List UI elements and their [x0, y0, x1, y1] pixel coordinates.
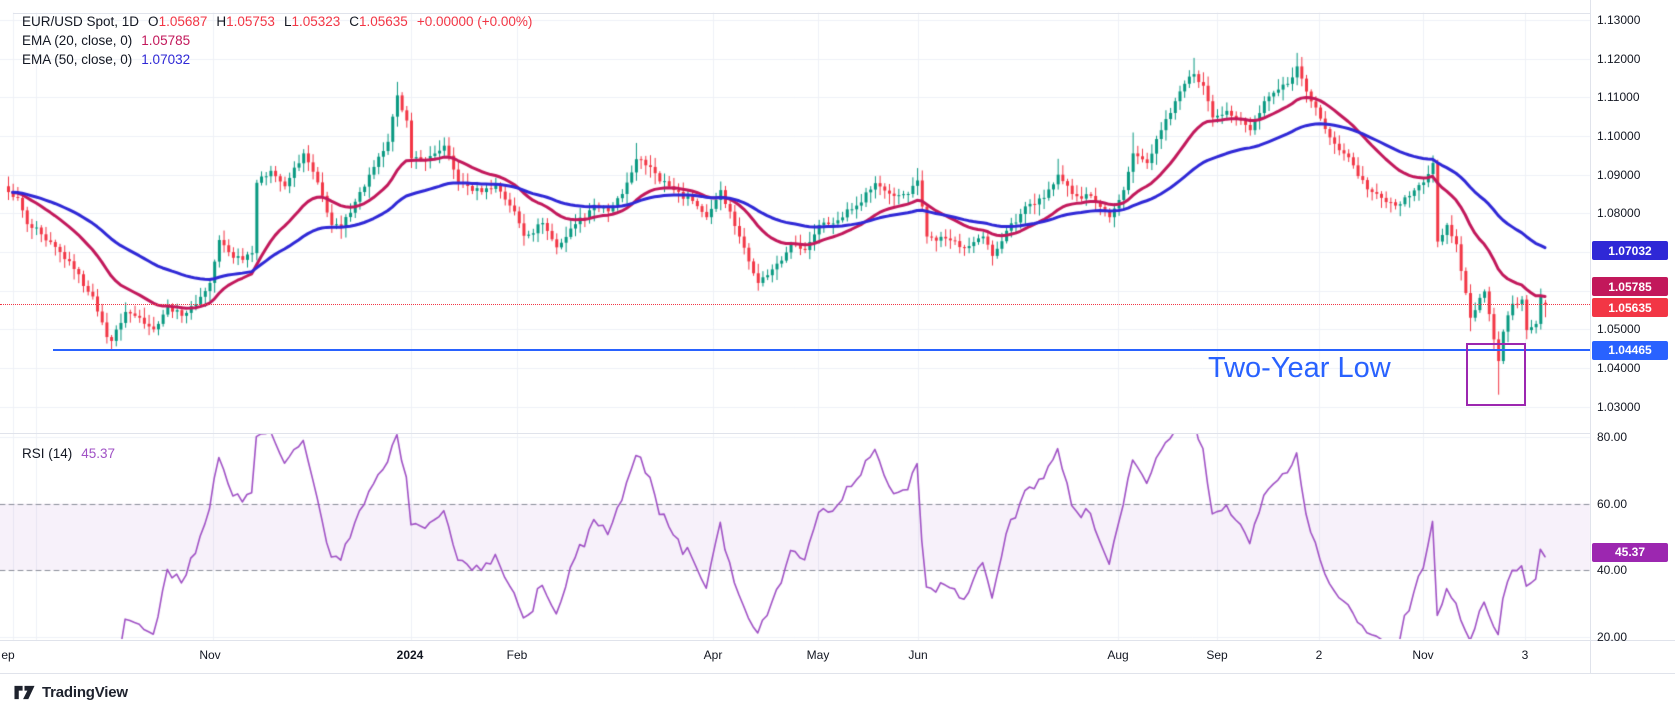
- tradingview-logo-text: TradingView: [42, 684, 128, 701]
- rsi-axis-label: 20.00: [1597, 630, 1628, 644]
- footer-divider: [0, 673, 1675, 674]
- price-axis-label: 1.05000: [1597, 322, 1641, 337]
- time-axis-label: Nov: [199, 648, 221, 662]
- time-axis-label: ep: [1, 648, 15, 662]
- rsi-axis-label: 60.00: [1597, 496, 1628, 511]
- price-axis-label: 1.04000: [1597, 361, 1641, 375]
- tradingview-logo-icon: [14, 685, 35, 700]
- two-year-low-label[interactable]: Two-Year Low: [1208, 352, 1391, 384]
- support-horizontal-line[interactable]: [53, 349, 1590, 351]
- last-price-badge: 1.05635: [1592, 298, 1668, 318]
- time-axis-label: Feb: [506, 648, 528, 662]
- pane-divider[interactable]: [0, 433, 1590, 434]
- time-axis-label: May: [806, 648, 830, 662]
- time-axis-label: Sep: [1206, 648, 1228, 662]
- pane-top-border: [13, 13, 1590, 14]
- price-axis-label: 1.08000: [1597, 206, 1641, 221]
- ema20-label: EMA (20, close, 0): [22, 33, 133, 48]
- ema20-price-badge: 1.05785: [1592, 277, 1668, 297]
- ohlc-item: L1.05323: [283, 14, 341, 29]
- time-axis-label: Jun: [908, 648, 928, 662]
- tradingview-logo[interactable]: TradingView: [14, 684, 128, 701]
- price-axis-label: 1.03000: [1597, 399, 1641, 414]
- time-axis-label: Aug: [1107, 648, 1129, 662]
- rsi-legend-row[interactable]: RSI (14) 45.37: [22, 446, 115, 461]
- price-axis-divider: [1590, 0, 1591, 673]
- time-axis-label: 2: [1315, 648, 1323, 662]
- price-axis-label: 1.10000: [1597, 129, 1641, 143]
- time-axis-label: 3: [1521, 648, 1529, 662]
- rsi-value: 45.37: [81, 446, 116, 461]
- rsi-value-badge: 45.37: [1592, 542, 1668, 562]
- line_blue-price-badge: 1.04465: [1592, 340, 1668, 360]
- ema50-legend-row[interactable]: EMA (50, close, 0) 1.07032: [22, 52, 532, 67]
- change-value: +0.00000 (+0.00%): [416, 14, 533, 29]
- time-axis-label: Apr: [703, 648, 723, 662]
- time-axis-label: 2024: [396, 648, 424, 662]
- ema50-price-badge: 1.07032: [1592, 241, 1668, 261]
- rsi-axis-label: 40.00: [1597, 563, 1628, 578]
- ohlc-item: H1.05753: [216, 14, 275, 29]
- price-axis-label: 1.12000: [1597, 51, 1641, 66]
- ema50-value: 1.07032: [141, 52, 191, 67]
- ema50-label: EMA (50, close, 0): [22, 52, 133, 67]
- price-axis-label: 1.09000: [1597, 167, 1641, 182]
- rsi-axis-label: 80.00: [1597, 430, 1628, 444]
- ohlc-values: O1.05687 H1.05753 L1.05323 C1.05635: [148, 14, 408, 29]
- time-axis-label: Nov: [1412, 648, 1434, 662]
- rsi-label: RSI (14): [22, 446, 73, 461]
- symbol-legend-row[interactable]: EUR/USD Spot, 1D O1.05687 H1.05753 L1.0532…: [22, 14, 532, 29]
- ema20-value: 1.05785: [141, 33, 191, 48]
- symbol-title[interactable]: EUR/USD Spot, 1D: [22, 14, 140, 29]
- two-year-low-box[interactable]: [1466, 343, 1526, 406]
- time-axis-divider: [0, 640, 1675, 641]
- last-price-line: [0, 304, 1590, 305]
- ohlc-item: C1.05635: [349, 14, 408, 29]
- price-axis-label: 1.13000: [1597, 13, 1641, 27]
- ema20-legend-row[interactable]: EMA (20, close, 0) 1.05785: [22, 33, 532, 48]
- ohlc-item: O1.05687: [148, 14, 208, 29]
- price-axis-label: 1.11000: [1597, 90, 1640, 105]
